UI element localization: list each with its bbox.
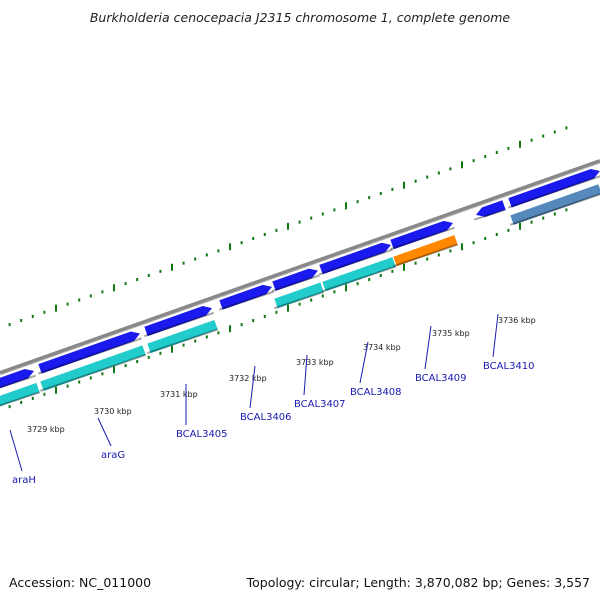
tick-labels: 3729 kbp 3730 kbp 3731 kbp 3732 kbp 3733 kbp… bbox=[27, 316, 536, 434]
gene-label[interactable]: araG bbox=[101, 450, 125, 461]
forward-feature bbox=[319, 242, 393, 276]
forward-feature bbox=[508, 168, 600, 209]
gene-leader-line bbox=[424, 325, 432, 370]
backbone-highlight bbox=[0, 162, 600, 376]
gene-label[interactable]: BCAL3406 bbox=[240, 412, 292, 423]
gene-label[interactable]: BCAL3405 bbox=[176, 429, 228, 440]
gene-label[interactable]: BCAL3408 bbox=[350, 387, 402, 398]
reverse-feature bbox=[40, 345, 146, 392]
reverse-feature bbox=[0, 382, 40, 407]
forward-feature bbox=[272, 268, 320, 292]
gene-leader-line bbox=[97, 417, 112, 447]
accession-text: Accession: NC_011000 bbox=[9, 575, 152, 590]
reverse-feature bbox=[393, 235, 458, 268]
reverse-feature bbox=[510, 184, 600, 226]
tick-label: 3729 kbp bbox=[27, 425, 65, 434]
forward-feature bbox=[219, 284, 274, 311]
forward-feature bbox=[38, 331, 142, 375]
tick-label: 3731 kbp bbox=[160, 390, 198, 399]
gene-leader-line bbox=[303, 354, 308, 396]
reverse-feature bbox=[147, 319, 218, 355]
gene-label[interactable]: BCAL3410 bbox=[483, 361, 535, 372]
backbone-line bbox=[0, 159, 600, 375]
reverse-feature bbox=[274, 282, 324, 310]
page-title: Burkholderia cenocepacia J2315 chromosom… bbox=[89, 10, 511, 25]
gene-leader-line bbox=[249, 365, 256, 409]
forward-strand-features bbox=[0, 168, 600, 389]
genome-summary-text: Topology: circular; Length: 3,870,082 bp… bbox=[246, 575, 590, 590]
forward-feature bbox=[144, 306, 214, 338]
gene-label[interactable]: BCAL3407 bbox=[294, 399, 346, 410]
genome-backbone bbox=[0, 159, 600, 376]
forward-feature bbox=[390, 220, 455, 251]
gene-label[interactable]: araH bbox=[12, 475, 36, 486]
gene-leader-line bbox=[492, 313, 499, 358]
tick-label: 3735 kbp bbox=[432, 329, 470, 338]
tick-label: 3734 kbp bbox=[363, 343, 401, 352]
tick-label: 3736 kbp bbox=[498, 316, 536, 325]
forward-feature bbox=[474, 200, 506, 221]
forward-feature bbox=[0, 368, 36, 389]
gene-leader-line bbox=[359, 341, 369, 384]
lower-tick-marks bbox=[8, 208, 568, 409]
tick-label: 3730 kbp bbox=[94, 407, 132, 416]
reverse-strand-features bbox=[0, 184, 600, 407]
tick-label: 3733 kbp bbox=[296, 358, 334, 367]
tick-label: 3732 kbp bbox=[229, 374, 267, 383]
gene-label[interactable]: BCAL3409 bbox=[415, 373, 467, 384]
reverse-feature bbox=[322, 257, 396, 293]
upper-tick-marks bbox=[8, 126, 568, 327]
gene-leader-line bbox=[9, 429, 23, 472]
